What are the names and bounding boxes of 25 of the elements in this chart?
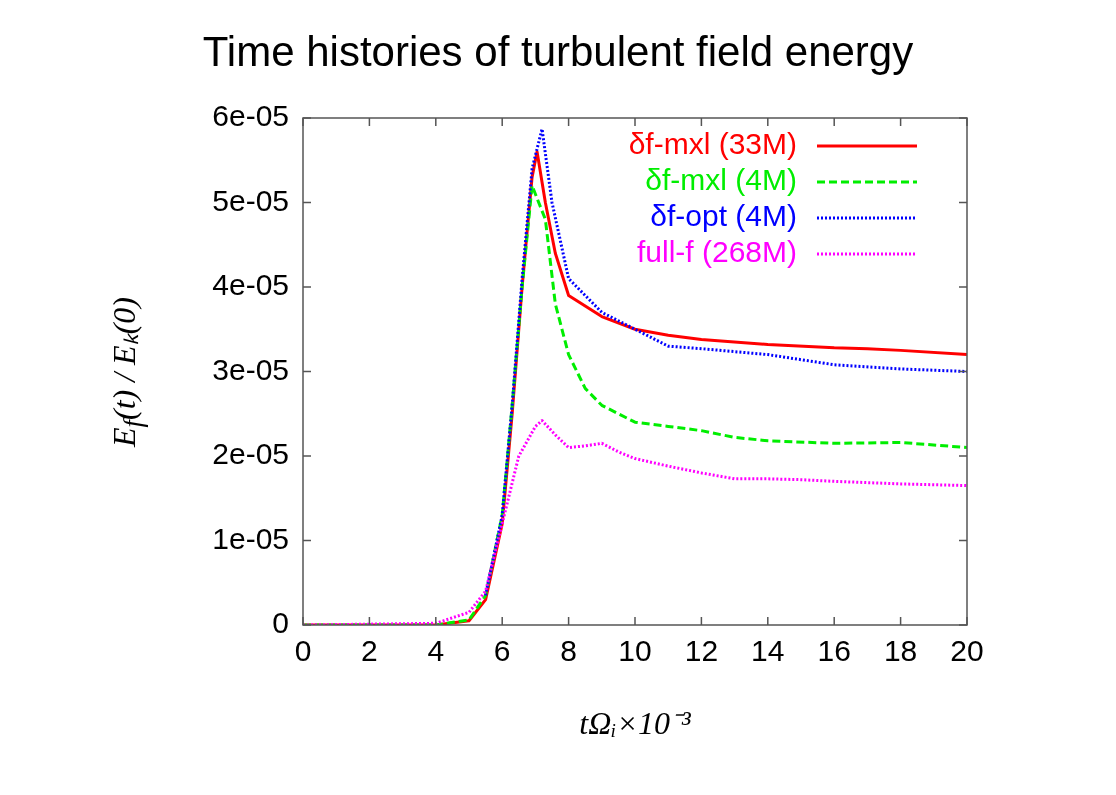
x-tick-label: 6 xyxy=(493,634,511,668)
legend-label: δf-opt (4M) xyxy=(650,199,797,233)
x-tick-label: 20 xyxy=(950,634,984,668)
y-tick-label: 1e-05 xyxy=(212,521,289,555)
x-tick-label: 14 xyxy=(751,634,785,668)
x-axis-title: tΩᵢ×10⁻³ xyxy=(579,704,691,743)
y-tick-label: 6e-05 xyxy=(212,99,289,133)
chart-title: Time histories of turbulent field energy xyxy=(201,28,915,76)
x-tick-label: 0 xyxy=(294,634,312,668)
x-tick-label: 2 xyxy=(361,634,378,668)
y-tick-label: 2e-05 xyxy=(212,437,289,471)
y-tick-label: 3e-05 xyxy=(212,352,289,386)
x-tick-label: 18 xyxy=(883,634,918,668)
line-series xyxy=(484,127,967,597)
y-tick-label: 4e-05 xyxy=(212,268,289,302)
x-tick-label: 8 xyxy=(560,634,577,668)
legend-label: δf-mxl (4M) xyxy=(645,163,797,197)
x-tick-label: 12 xyxy=(684,634,719,668)
x-tick-label: 16 xyxy=(817,634,851,668)
y-tick-label: 0 xyxy=(272,606,289,640)
legend-label: δf-mxl (33M) xyxy=(628,127,797,161)
y-tick-label: 5e-05 xyxy=(212,183,289,217)
x-tick-label: 10 xyxy=(618,634,652,668)
x-tick-label: 4 xyxy=(427,634,445,668)
legend-label: full-f (268M) xyxy=(636,235,797,269)
